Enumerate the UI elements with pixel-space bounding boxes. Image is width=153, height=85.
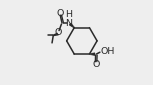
Text: N: N — [65, 19, 72, 28]
Text: H: H — [65, 10, 72, 19]
Text: O: O — [92, 60, 100, 69]
Text: OH: OH — [101, 48, 115, 56]
Text: O: O — [56, 9, 63, 18]
Text: O: O — [54, 28, 62, 37]
